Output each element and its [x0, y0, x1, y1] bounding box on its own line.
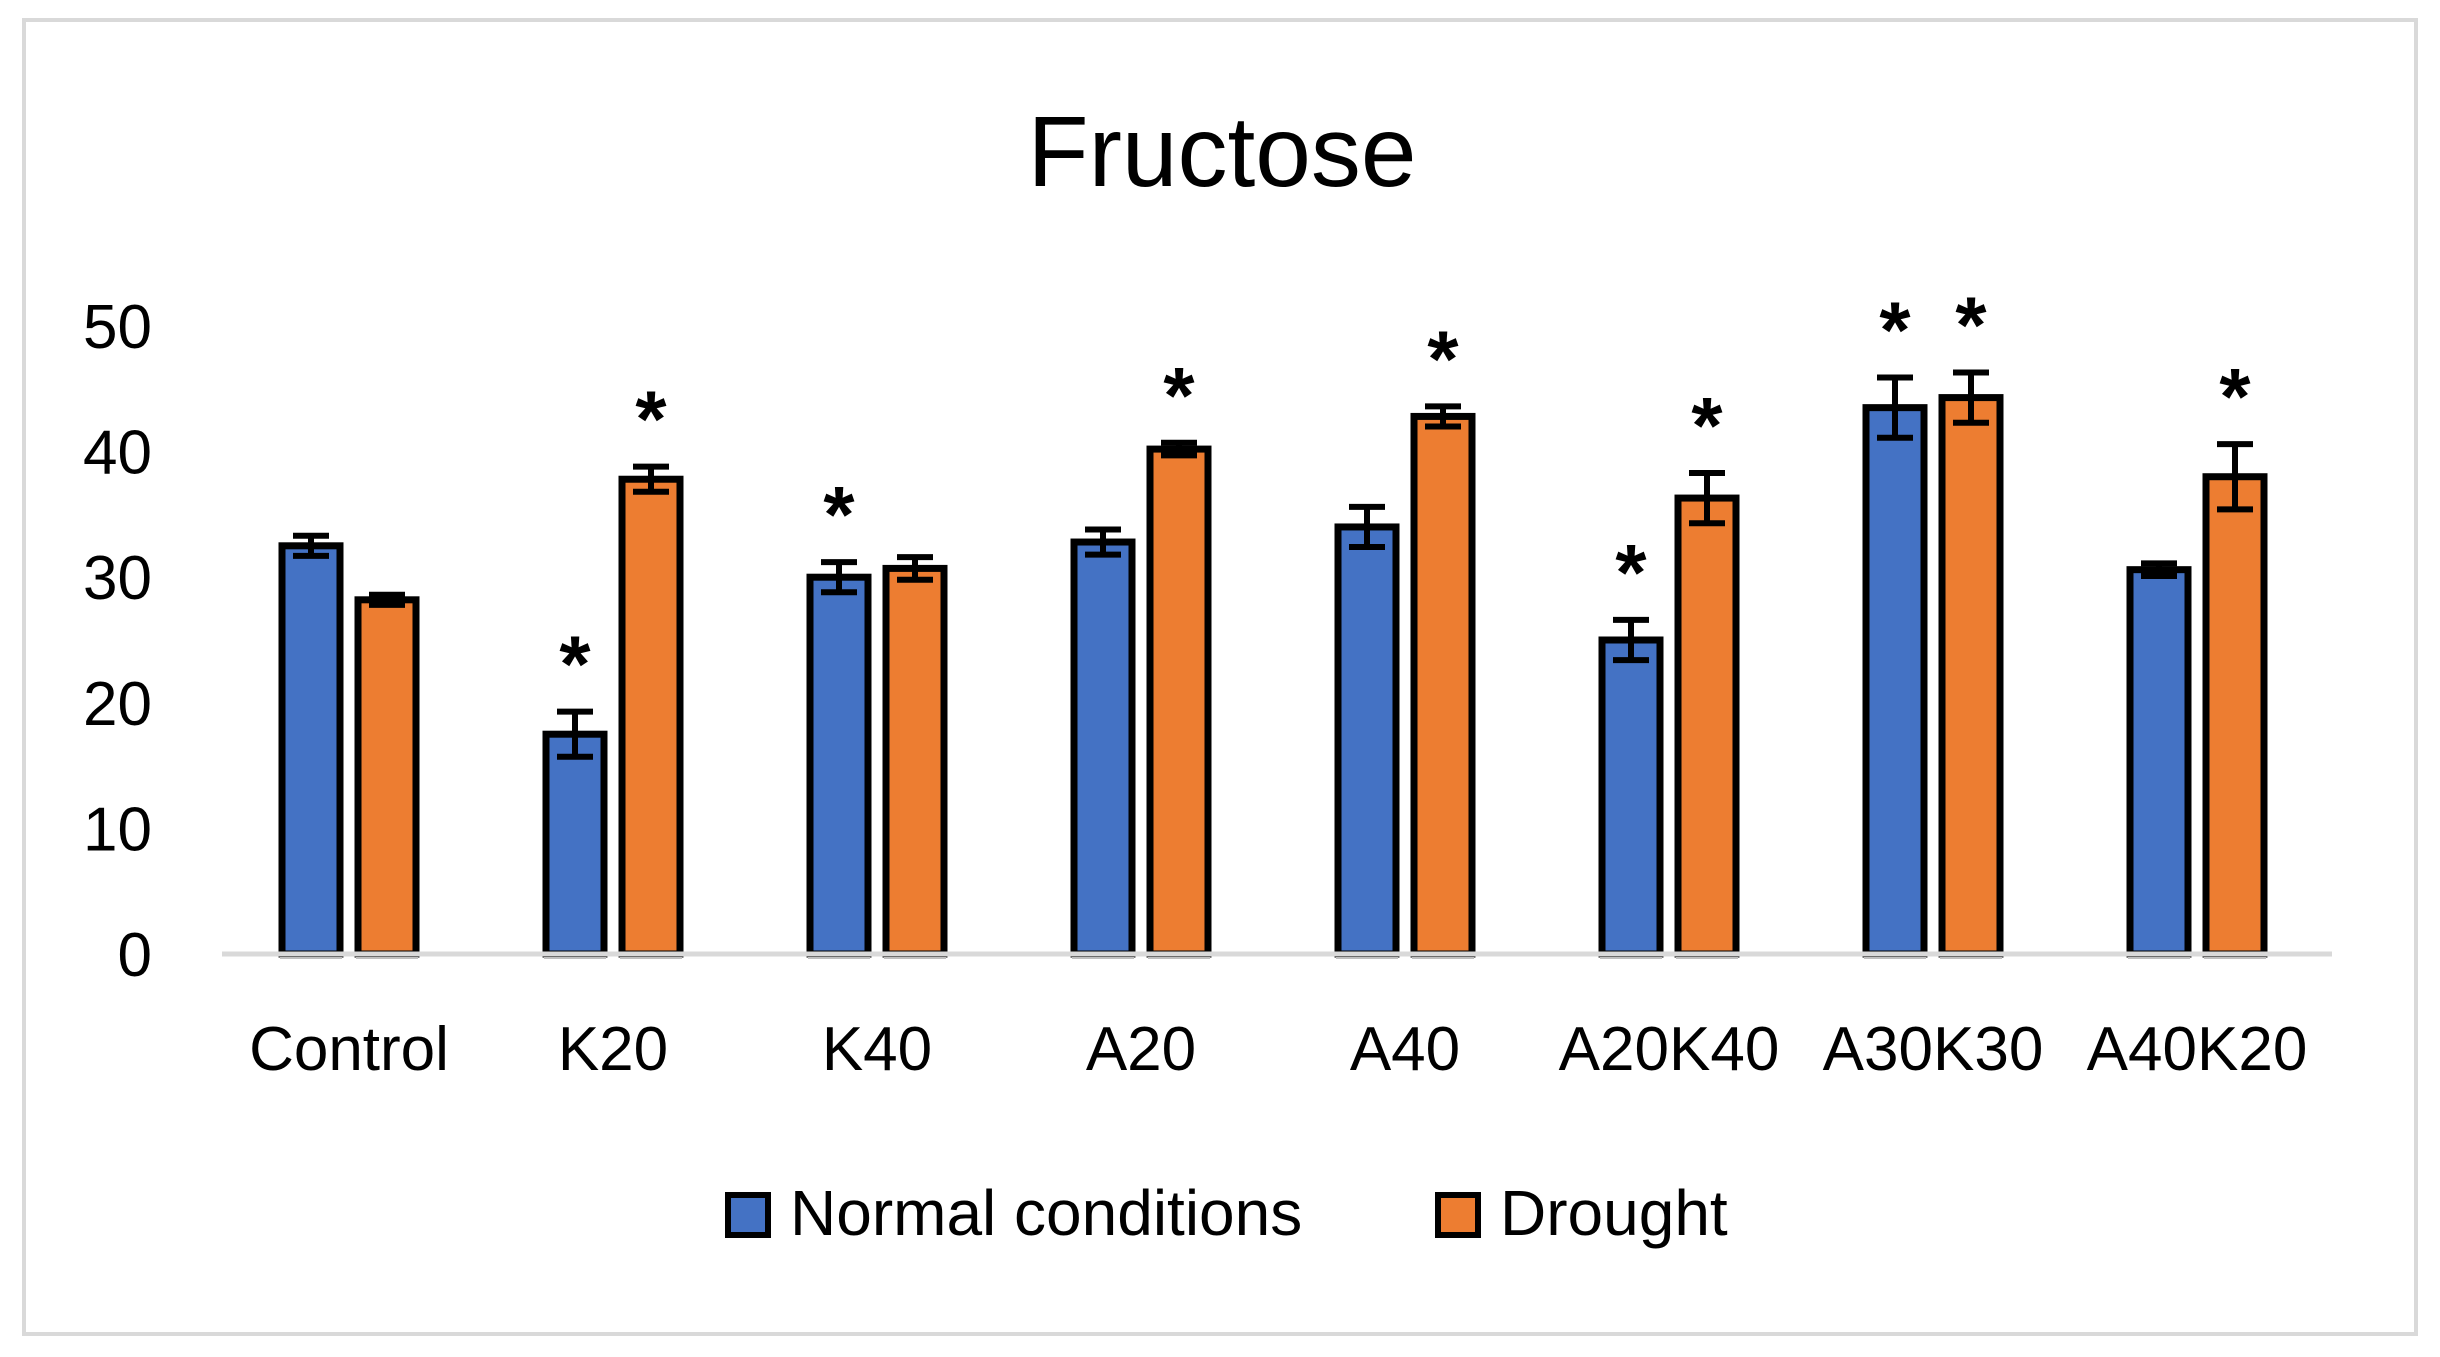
bar-drought — [882, 564, 948, 958]
legend: Normal conditions Drought — [725, 1177, 1728, 1249]
significance-asterisk: * — [2219, 352, 2251, 441]
bar-normal — [1862, 404, 1928, 958]
x-tick-label: A30K30 — [1823, 1015, 2044, 1084]
bar-drought — [354, 596, 420, 958]
significance-asterisk: * — [1615, 528, 1647, 617]
bar-normal — [278, 542, 344, 958]
legend-label: Normal conditions — [790, 1177, 1302, 1249]
legend-label: Drought — [1500, 1177, 1728, 1249]
bar-drought — [2202, 473, 2268, 958]
x-tick-label: A40 — [1350, 1015, 1460, 1084]
significance-asterisk: * — [559, 620, 591, 709]
legend-swatch-normal — [725, 1192, 771, 1238]
significance-asterisk: * — [1163, 351, 1195, 440]
y-tick-label: 20 — [83, 670, 152, 739]
bar-normal — [806, 573, 872, 958]
chart-frame — [22, 18, 2418, 1336]
significance-asterisk: * — [1879, 285, 1911, 374]
bar-drought — [1674, 494, 1740, 958]
bar-normal — [1070, 538, 1136, 958]
significance-asterisk: * — [1955, 280, 1987, 369]
y-tick-label: 50 — [83, 293, 152, 362]
x-tick-label: Control — [249, 1015, 449, 1084]
significance-asterisk: * — [1427, 314, 1459, 403]
legend-swatch-drought — [1435, 1192, 1481, 1238]
y-tick-label: 30 — [83, 544, 152, 613]
bar-drought — [1146, 445, 1212, 958]
bar-normal — [2126, 566, 2192, 958]
y-tick-label: 0 — [118, 921, 152, 990]
x-tick-label: A20K40 — [1559, 1015, 1780, 1084]
x-tick-label: A40K20 — [2087, 1015, 2308, 1084]
x-tick-label: K40 — [822, 1015, 932, 1084]
x-tick-label: A20 — [1086, 1015, 1196, 1084]
chart-title: Fructose — [1027, 96, 1416, 208]
x-axis-labels: Control K20 K40 A20 A40 A20K40 A30K30 A40K20 — [249, 1015, 2307, 1084]
y-tick-label: 10 — [83, 795, 152, 864]
x-tick-label: K20 — [558, 1015, 668, 1084]
significance-asterisk: * — [1691, 381, 1723, 470]
bar-drought — [1410, 412, 1476, 958]
bar-normal — [542, 730, 608, 958]
y-axis-ticks: 0 10 20 30 40 50 — [83, 293, 152, 990]
bar-drought — [1938, 394, 2004, 958]
bar-normal — [1598, 636, 1664, 958]
y-tick-label: 40 — [83, 419, 152, 488]
significance-asterisk: * — [635, 375, 667, 464]
bar-normal — [1334, 523, 1400, 958]
bars-group: * * * * * * * * * * — [278, 280, 2268, 959]
bar-drought — [618, 475, 684, 958]
significance-asterisk: * — [823, 470, 855, 559]
